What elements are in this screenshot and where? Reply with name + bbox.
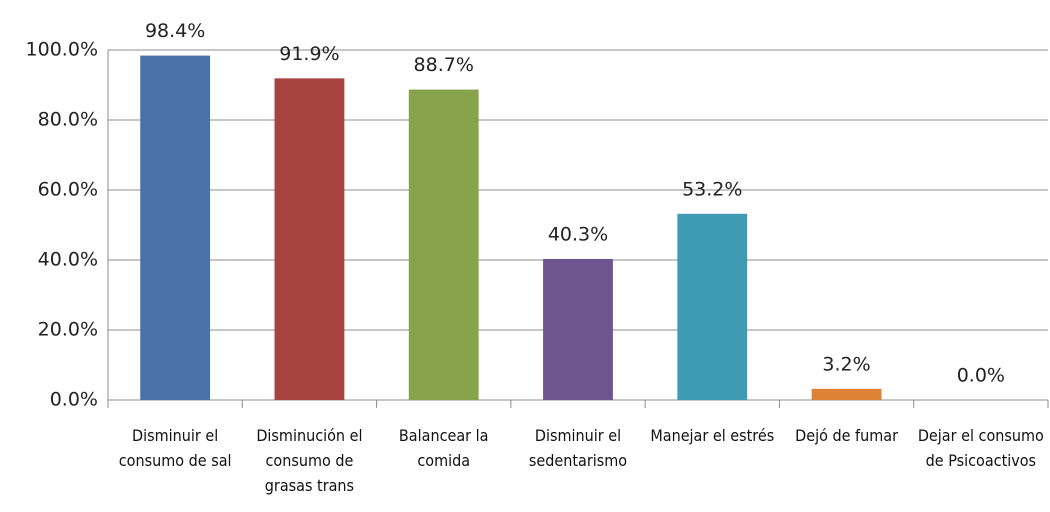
x-tick-label: Balancear la comida xyxy=(398,426,489,470)
bar xyxy=(543,258,613,400)
bar xyxy=(677,213,748,400)
x-tick-label: Disminución el consumo de grasas trans xyxy=(256,426,363,495)
y-tick-label: 40.0% xyxy=(38,249,98,271)
x-tick-label: Dejó de fumar xyxy=(795,426,898,445)
x-tick-label: Disminuir el consumo de sal xyxy=(118,426,232,470)
value-label: 88.7% xyxy=(414,54,474,76)
x-tick-label: Manejar el estrés xyxy=(650,426,775,445)
y-tick-label: 80.0% xyxy=(38,109,98,131)
y-tick-label: 100.0% xyxy=(26,39,98,61)
y-tick-label: 0.0% xyxy=(50,389,98,411)
bar xyxy=(274,78,345,400)
value-label: 40.3% xyxy=(548,223,608,245)
x-tick-label: Disminuir el sedentarismo xyxy=(528,426,628,470)
value-label: 53.2% xyxy=(682,178,742,200)
value-label: 3.2% xyxy=(822,353,870,375)
y-tick-label: 20.0% xyxy=(38,319,98,341)
value-label: 0.0% xyxy=(957,365,1005,387)
y-tick-label: 60.0% xyxy=(38,179,98,201)
x-tick-label: Dejar el consumo de Psicoactivos xyxy=(917,426,1044,470)
value-label: 98.4% xyxy=(145,20,205,42)
bar xyxy=(140,55,211,400)
bar xyxy=(408,89,479,401)
bar xyxy=(811,388,882,400)
value-label: 91.9% xyxy=(279,43,339,65)
